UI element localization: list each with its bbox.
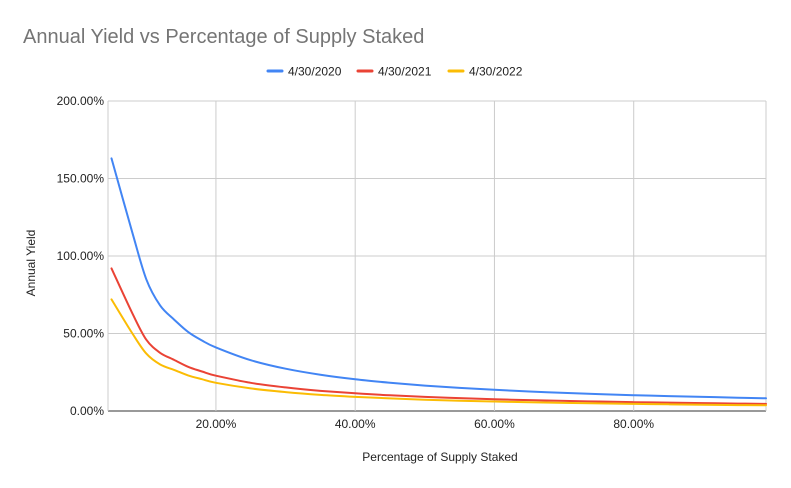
y-axis-ticks: 0.00% 50.00% 100.00% 150.00% 200.00% <box>57 94 105 418</box>
legend-label-1: 4/30/2020 <box>288 65 342 79</box>
series-line-2 <box>110 267 767 405</box>
x-tick-label: 20.00% <box>196 417 237 431</box>
y-tick-label: 50.00% <box>63 327 104 341</box>
chart-title: Annual Yield vs Percentage of Supply Sta… <box>23 26 424 48</box>
x-tick-label: 40.00% <box>335 417 376 431</box>
series-layer <box>110 157 767 407</box>
y-tick-label: 0.00% <box>70 404 104 418</box>
series-line-3 <box>110 298 767 407</box>
legend-label-3: 4/30/2022 <box>469 65 523 79</box>
gridlines <box>107 100 767 412</box>
x-tick-label: 60.00% <box>474 417 515 431</box>
series-line-1 <box>110 157 767 400</box>
y-axis-label: Annual Yield <box>24 230 38 297</box>
legend: 4/30/2020 4/30/2021 4/30/2022 <box>266 65 523 79</box>
y-tick-label: 150.00% <box>57 172 105 186</box>
y-tick-label: 100.00% <box>57 249 105 263</box>
y-tick-label: 200.00% <box>57 94 105 108</box>
x-axis-ticks: 20.00% 40.00% 60.00% 80.00% <box>196 417 655 431</box>
x-tick-label: 80.00% <box>613 417 654 431</box>
legend-label-2: 4/30/2021 <box>378 65 432 79</box>
x-axis-label: Percentage of Supply Staked <box>362 450 517 464</box>
